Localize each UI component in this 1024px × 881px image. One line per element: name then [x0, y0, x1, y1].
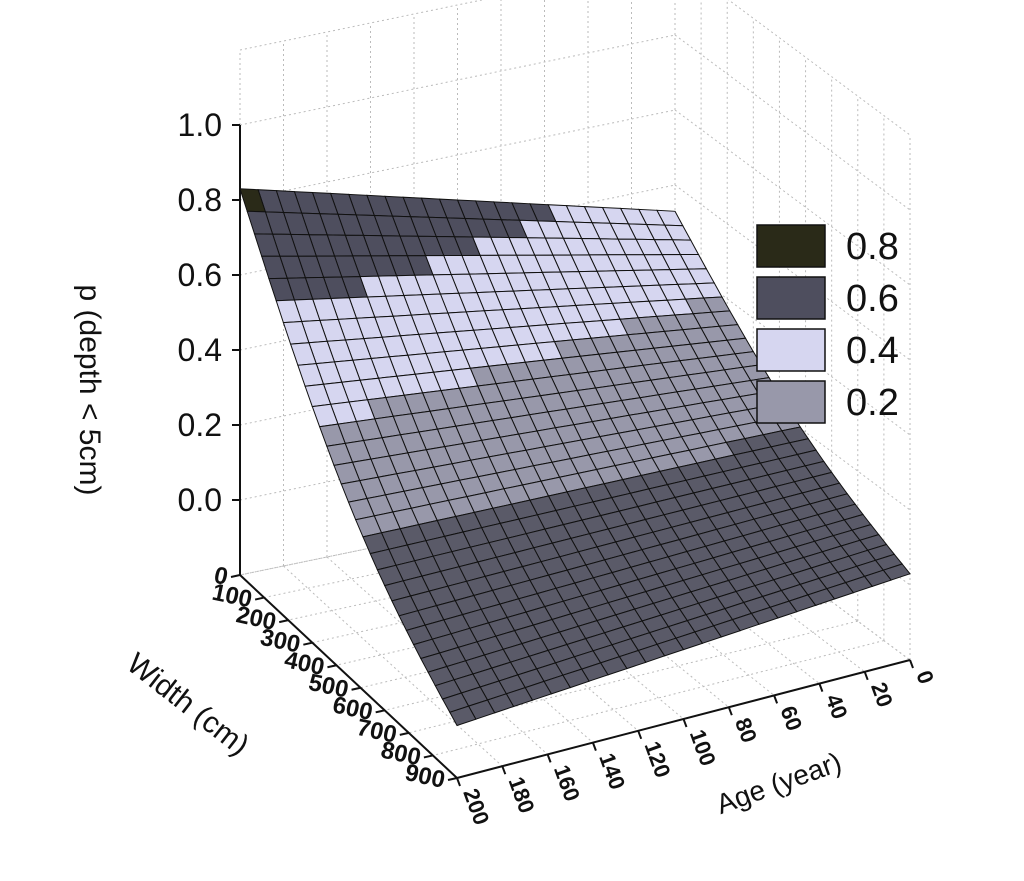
- grid-line: [674, 109, 911, 286]
- grid-line: [674, 34, 911, 211]
- grid-line: [413, 538, 639, 732]
- width-axis-title: Width (cm): [121, 647, 256, 762]
- width-tick: [254, 596, 265, 601]
- age-tick-label: 60: [775, 703, 807, 735]
- legend-label: 0.6: [846, 278, 899, 320]
- z-tick-label: 1.0: [178, 107, 222, 143]
- width-tick-label: 900: [403, 759, 448, 794]
- age-tick-label: 100: [685, 726, 721, 769]
- age-tick: [637, 730, 643, 740]
- z-tick-label: 0.0: [178, 482, 222, 518]
- width-tick: [351, 686, 361, 691]
- width-tick: [375, 709, 385, 714]
- legend-swatch: [756, 380, 826, 424]
- surface: [239, 188, 911, 727]
- width-axis-line: [239, 574, 458, 779]
- z-tick-label: 0.2: [178, 407, 222, 443]
- age-tick: [909, 659, 914, 669]
- age-tick: [773, 695, 779, 704]
- legend-swatch: [756, 328, 826, 372]
- age-tick-label: 120: [640, 738, 676, 781]
- grid-line: [370, 547, 594, 743]
- age-tick: [682, 718, 688, 728]
- z-tick-label: 0.4: [178, 332, 222, 368]
- age-tick-label: 180: [504, 773, 540, 816]
- width-tick: [230, 574, 241, 578]
- surface-cell: [449, 705, 477, 727]
- age-tick: [727, 706, 733, 716]
- z-tick-label: 0.8: [178, 182, 222, 218]
- legend-swatch: [756, 276, 826, 320]
- age-tick-label: 40: [821, 691, 853, 723]
- age-tick: [863, 671, 869, 681]
- grid-line: [239, 109, 676, 201]
- age-tick: [501, 765, 507, 775]
- age-tick-label: 140: [594, 750, 630, 793]
- z-axis-title: p (depth < 5cm): [73, 285, 106, 496]
- age-tick: [456, 777, 461, 787]
- width-tick-label: 0: [212, 562, 231, 591]
- width-tick: [327, 664, 337, 669]
- width-tick: [303, 641, 313, 646]
- legend: 0.8 0.6 0.4 0.2: [756, 224, 899, 424]
- z-axis: 0.0 0.2 0.4 0.6 0.8 1.0: [178, 107, 241, 575]
- grid-line: [239, 34, 676, 126]
- age-tick-label: 160: [549, 762, 585, 805]
- width-tick: [279, 619, 289, 624]
- grid-line: [239, 184, 676, 276]
- age-tick-label: 0: [911, 667, 939, 687]
- age-axis-title: Age (year): [712, 746, 845, 820]
- width-tick: [423, 754, 434, 759]
- legend-label: 0.2: [846, 382, 899, 424]
- width-tick: [399, 731, 409, 736]
- z-tick-label: 0.6: [178, 257, 222, 293]
- legend-label: 0.8: [846, 226, 899, 268]
- age-tick: [591, 742, 597, 751]
- age-tick: [546, 754, 552, 763]
- grid-line: [674, 184, 911, 361]
- legend-swatch: [756, 224, 826, 268]
- width-tick: [447, 777, 458, 781]
- grid-line: [326, 556, 548, 755]
- age-tick-label: 200: [458, 785, 494, 828]
- age-tick-label: 80: [730, 714, 762, 746]
- grid-line: [457, 529, 684, 720]
- grid-line: [239, 484, 676, 576]
- age-tick-label: 20: [866, 679, 898, 711]
- grid-line: [727, 0, 911, 136]
- grid-line: [500, 520, 730, 708]
- legend-label: 0.4: [846, 330, 899, 372]
- age-tick: [818, 683, 824, 692]
